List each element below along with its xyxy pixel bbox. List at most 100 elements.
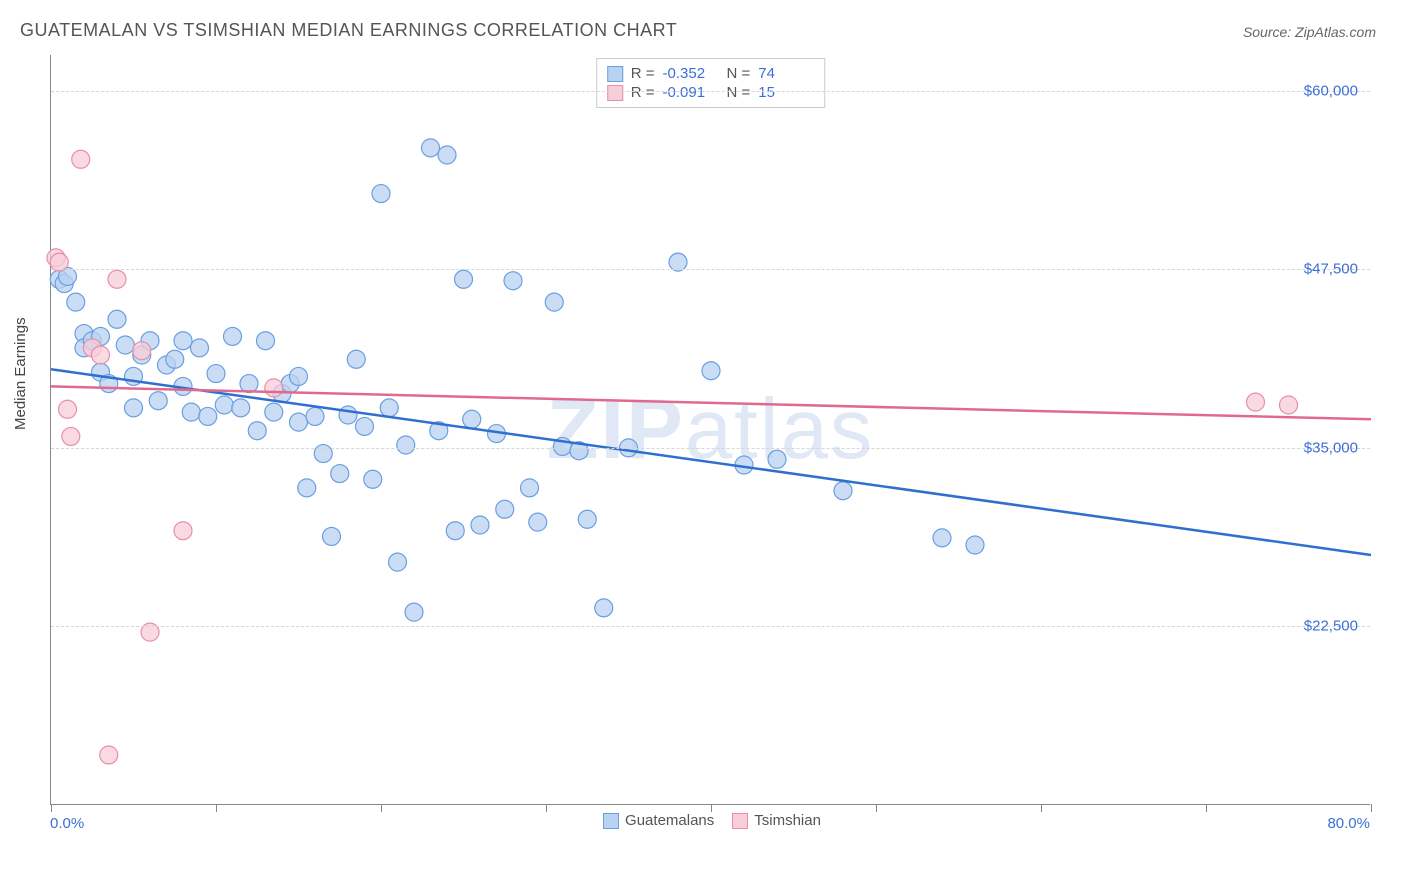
stat-r-label: R = <box>631 65 655 82</box>
scatter-point <box>504 272 522 290</box>
scatter-point <box>215 396 233 414</box>
y-tick-label: $22,500 <box>1304 618 1358 635</box>
stat-r-label: R = <box>631 84 655 101</box>
y-tick-label: $35,000 <box>1304 439 1358 456</box>
trend-line <box>51 386 1371 419</box>
stat-n-label: N = <box>727 65 751 82</box>
scatter-point <box>116 336 134 354</box>
x-tick <box>216 804 217 812</box>
stat-r-value: -0.091 <box>663 84 719 101</box>
x-tick <box>546 804 547 812</box>
y-axis-label: Median Earnings <box>12 317 29 430</box>
x-tick <box>1206 804 1207 812</box>
scatter-point <box>702 362 720 380</box>
scatter-point <box>389 553 407 571</box>
scatter-point <box>199 407 217 425</box>
scatter-point <box>768 450 786 468</box>
scatter-point <box>174 332 192 350</box>
scatter-point <box>966 536 984 554</box>
stat-r-value: -0.352 <box>663 65 719 82</box>
x-tick <box>1371 804 1372 812</box>
scatter-point <box>72 150 90 168</box>
scatter-point <box>224 327 242 345</box>
legend-swatch <box>607 66 623 82</box>
y-tick-label: $60,000 <box>1304 82 1358 99</box>
gridline-h <box>51 91 1370 92</box>
scatter-point <box>62 427 80 445</box>
scatter-point <box>933 529 951 547</box>
scatter-point <box>257 332 275 350</box>
scatter-point <box>834 482 852 500</box>
x-tick <box>711 804 712 812</box>
legend-label: Tsimshian <box>754 812 821 829</box>
scatter-point <box>265 379 283 397</box>
scatter-point <box>174 522 192 540</box>
scatter-point <box>545 293 563 311</box>
source-attribution: Source: ZipAtlas.com <box>1243 24 1376 40</box>
plot-area: ZIPatlas R =-0.352N =74R =-0.091N =15 $2… <box>50 55 1370 805</box>
scatter-point <box>323 527 341 545</box>
scatter-point <box>471 516 489 534</box>
legend-swatch <box>732 813 748 829</box>
scatter-point <box>595 599 613 617</box>
scatter-point <box>67 293 85 311</box>
scatter-point <box>1280 396 1298 414</box>
scatter-point <box>380 399 398 417</box>
scatter-point <box>290 367 308 385</box>
scatter-point <box>356 417 374 435</box>
series-legend: Guatemalans Tsimshian <box>0 812 1406 829</box>
gridline-h <box>51 626 1370 627</box>
scatter-point <box>306 407 324 425</box>
scatter-point <box>578 510 596 528</box>
stat-n-label: N = <box>727 84 751 101</box>
scatter-point <box>331 465 349 483</box>
chart-container: GUATEMALAN VS TSIMSHIAN MEDIAN EARNINGS … <box>0 0 1406 892</box>
x-tick <box>876 804 877 812</box>
scatter-point <box>347 350 365 368</box>
legend-stat-row: R = -0.091 N = 15 <box>607 84 815 101</box>
scatter-point <box>182 403 200 421</box>
scatter-point <box>248 422 266 440</box>
legend-swatch <box>607 85 623 101</box>
legend-stat-row: R = -0.352 N = 74 <box>607 65 815 82</box>
scatter-point <box>240 375 258 393</box>
x-tick <box>1041 804 1042 812</box>
scatter-point <box>446 522 464 540</box>
scatter-point <box>521 479 539 497</box>
scatter-point <box>133 342 151 360</box>
scatter-point <box>438 146 456 164</box>
plot-svg <box>51 55 1370 804</box>
scatter-point <box>232 399 250 417</box>
scatter-point <box>339 406 357 424</box>
legend-label: Guatemalans <box>625 812 714 829</box>
legend-swatch <box>603 813 619 829</box>
scatter-point <box>455 270 473 288</box>
trend-line <box>51 369 1371 555</box>
x-tick <box>51 804 52 812</box>
x-tick <box>381 804 382 812</box>
y-tick-label: $47,500 <box>1304 261 1358 278</box>
scatter-point <box>207 365 225 383</box>
gridline-h <box>51 448 1370 449</box>
scatter-point <box>372 185 390 203</box>
scatter-point <box>108 310 126 328</box>
scatter-point <box>364 470 382 488</box>
scatter-point <box>290 413 308 431</box>
gridline-h <box>51 269 1370 270</box>
stat-n-value: 15 <box>758 84 814 101</box>
scatter-point <box>496 500 514 518</box>
scatter-point <box>463 410 481 428</box>
correlation-legend: R = -0.352 N = 74 R = -0.091 N = 15 <box>596 58 826 108</box>
scatter-point <box>92 346 110 364</box>
scatter-point <box>397 436 415 454</box>
scatter-point <box>1247 393 1265 411</box>
scatter-point <box>59 400 77 418</box>
stat-n-value: 74 <box>758 65 814 82</box>
scatter-point <box>529 513 547 531</box>
scatter-point <box>298 479 316 497</box>
scatter-point <box>191 339 209 357</box>
scatter-point <box>405 603 423 621</box>
scatter-point <box>166 350 184 368</box>
scatter-point <box>265 403 283 421</box>
scatter-point <box>422 139 440 157</box>
